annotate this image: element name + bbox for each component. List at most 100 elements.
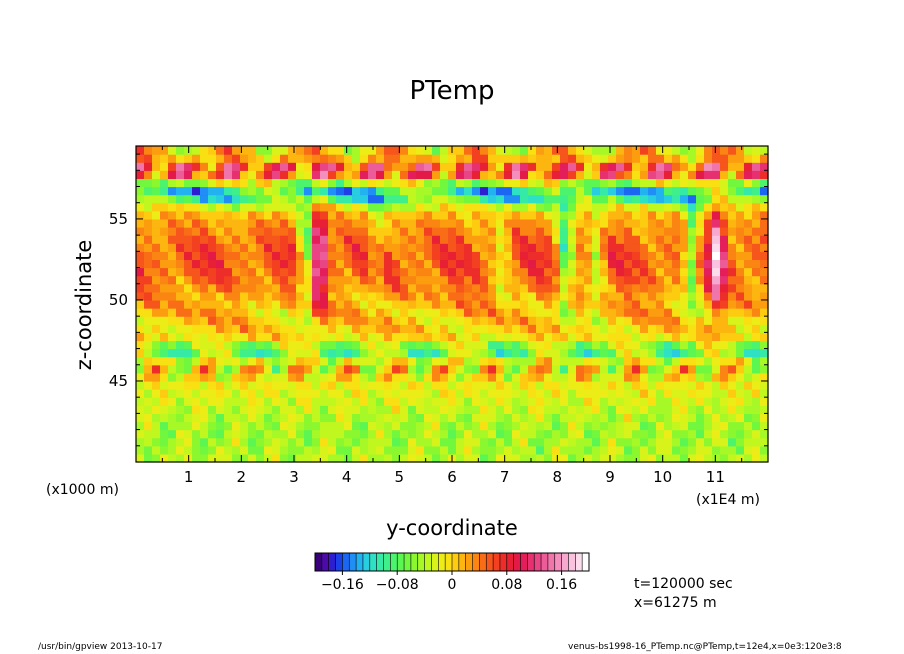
heatmap-cell xyxy=(640,283,649,293)
heatmap-cell xyxy=(544,389,553,398)
heatmap-cell xyxy=(424,186,433,196)
heatmap-cell xyxy=(480,154,489,163)
heatmap-cell xyxy=(328,429,337,439)
heatmap-cell xyxy=(576,453,585,463)
heatmap-cell xyxy=(168,283,177,293)
heatmap-cell xyxy=(480,316,489,325)
heatmap-cell xyxy=(352,421,361,431)
heatmap-cell xyxy=(608,445,617,455)
heatmap-cell xyxy=(288,154,297,163)
heatmap-cell xyxy=(664,389,673,398)
heatmap-cell xyxy=(224,421,233,431)
heatmap-cell xyxy=(648,372,657,382)
heatmap-cell xyxy=(280,324,289,333)
heatmap-cell xyxy=(216,146,225,155)
heatmap-cell xyxy=(400,162,409,171)
heatmap-cell xyxy=(240,251,249,261)
heatmap-cell xyxy=(352,340,361,350)
heatmap-cell xyxy=(192,324,201,333)
heatmap-cell xyxy=(424,372,433,382)
heatmap-cell xyxy=(744,267,753,277)
heatmap-cell xyxy=(400,154,409,163)
heatmap-cell xyxy=(312,178,321,188)
heatmap-cell xyxy=(240,389,249,398)
heatmap-cell xyxy=(224,332,233,342)
heatmap-cell xyxy=(336,243,345,252)
heatmap-cell xyxy=(616,235,625,244)
heatmap-cell xyxy=(544,437,553,447)
heatmap-cell xyxy=(192,210,201,220)
heatmap-cell xyxy=(360,186,369,196)
heatmap-cell xyxy=(352,364,361,374)
heatmap-cell xyxy=(160,170,169,180)
heatmap-cell xyxy=(216,364,225,374)
heatmap-cell xyxy=(760,397,769,406)
heatmap-cell xyxy=(296,372,305,382)
heatmap-cell xyxy=(512,202,521,212)
heatmap-cell xyxy=(176,291,185,301)
heatmap-cell xyxy=(432,405,441,414)
heatmap-cell xyxy=(744,453,753,463)
heatmap-cell xyxy=(256,227,265,236)
y-tick-label: 45 xyxy=(108,371,128,390)
heatmap-cell xyxy=(728,389,737,398)
heatmap-cell xyxy=(440,154,449,163)
heatmap-cell xyxy=(568,364,577,374)
heatmap-cell xyxy=(728,243,737,252)
heatmap-cell xyxy=(664,235,673,244)
heatmap-cell xyxy=(584,316,593,325)
heatmap-cell xyxy=(192,340,201,350)
heatmap-cell xyxy=(504,299,513,309)
heatmap-cell xyxy=(688,413,697,423)
heatmap-cell xyxy=(744,227,753,236)
heatmap-cell xyxy=(728,218,737,228)
heatmap-cell xyxy=(488,267,497,277)
heatmap-cell xyxy=(680,186,689,196)
heatmap-cell xyxy=(560,218,569,228)
colorbar-tick-label: −0.16 xyxy=(320,577,364,593)
heatmap-cell xyxy=(544,291,553,301)
heatmap-cell xyxy=(640,202,649,212)
heatmap-cell xyxy=(680,340,689,350)
heatmap-cell xyxy=(616,445,625,455)
heatmap-cell xyxy=(760,421,769,431)
heatmap-cell xyxy=(152,251,161,261)
heatmap-cell xyxy=(144,437,153,447)
heatmap-cell xyxy=(648,227,657,236)
heatmap-cell xyxy=(728,308,737,317)
heatmap-cell xyxy=(528,316,537,325)
heatmap-cell xyxy=(512,421,521,431)
heatmap-cell xyxy=(352,202,361,212)
heatmap-cell xyxy=(648,235,657,244)
x-tick-label: 1 xyxy=(183,468,194,486)
heatmap-cell xyxy=(184,186,193,196)
heatmap-cell xyxy=(264,372,273,382)
heatmap-cell xyxy=(384,218,393,228)
heatmap-cell xyxy=(280,356,289,366)
heatmap-cell xyxy=(240,308,249,317)
colorbar-swatch xyxy=(369,553,378,571)
heatmap-cell xyxy=(408,291,417,301)
heatmap-cell xyxy=(216,372,225,382)
heatmap-cell xyxy=(704,405,713,414)
heatmap-cell xyxy=(176,389,185,398)
colorbar-swatch xyxy=(486,553,494,571)
heatmap-cell xyxy=(280,154,289,163)
heatmap-cell xyxy=(440,243,449,252)
heatmap-cell xyxy=(760,146,769,155)
heatmap-cell xyxy=(304,453,313,463)
heatmap-cell xyxy=(200,146,209,155)
heatmap-cell xyxy=(160,243,169,252)
heatmap-cell xyxy=(728,202,737,212)
heatmap-cell xyxy=(232,186,241,196)
heatmap-cell xyxy=(480,243,489,252)
heatmap-cell xyxy=(520,445,529,455)
heatmap-cell xyxy=(536,186,545,196)
heatmap-cell xyxy=(240,356,249,366)
heatmap-cell xyxy=(424,429,433,439)
heatmap-cell xyxy=(672,421,681,431)
heatmap-cell xyxy=(696,283,705,293)
heatmap-cell xyxy=(144,186,153,196)
heatmap-cell xyxy=(696,235,705,244)
heatmap-cell xyxy=(168,218,177,228)
